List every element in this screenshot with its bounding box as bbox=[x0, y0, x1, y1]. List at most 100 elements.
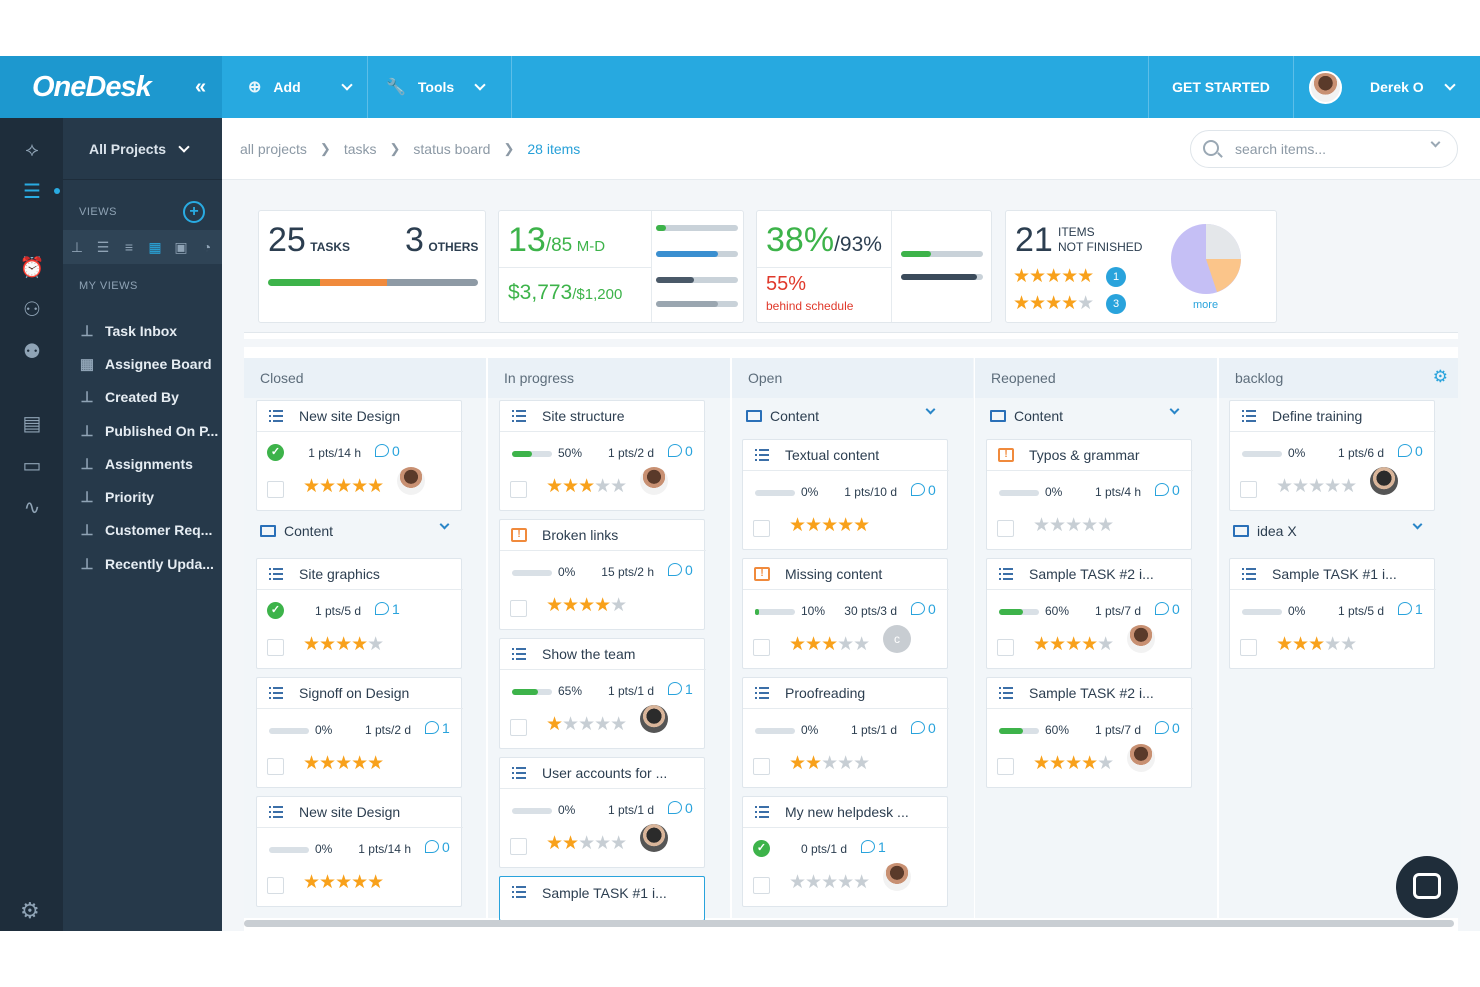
chart-view-icon[interactable]: ◔ bbox=[202, 239, 212, 255]
select-checkbox[interactable] bbox=[753, 639, 770, 656]
issue-card[interactable]: ! Missing content 10% 30 pts/3 d 0 ★★★★★ … bbox=[742, 558, 949, 669]
sidebar-item-customer-requests[interactable]: ⊥ Customer Req... bbox=[63, 514, 222, 547]
task-card[interactable]: User accounts for ... 0% 1 pts/1 d 0 ★★★… bbox=[499, 757, 706, 868]
alarm-clock-icon[interactable]: ⏰ bbox=[19, 257, 45, 279]
select-checkbox[interactable] bbox=[1240, 481, 1257, 498]
comments-count[interactable]: 1 bbox=[1398, 601, 1423, 617]
comments-count[interactable]: 0 bbox=[668, 443, 693, 459]
tasks-list-icon[interactable]: ☰ bbox=[23, 181, 41, 203]
comments-count[interactable]: 1 bbox=[425, 720, 450, 736]
search-input[interactable]: search items... bbox=[1190, 130, 1458, 168]
task-card[interactable]: New site Design ✓ 1 pts/14 h 0 ★★★★★ bbox=[256, 400, 463, 511]
folder-content[interactable]: Content bbox=[986, 398, 1192, 434]
star-rating[interactable]: ★★★★★ bbox=[546, 595, 627, 616]
sidebar-item-priority[interactable]: ⊥ Priority bbox=[63, 480, 222, 513]
select-checkbox[interactable] bbox=[1240, 639, 1257, 656]
user-menu[interactable]: Derek O bbox=[1294, 56, 1480, 118]
tree-view-icon[interactable]: ⊥ bbox=[70, 238, 84, 255]
sidebar-item-published-on[interactable]: ⊥ Published On P... bbox=[63, 414, 222, 447]
comments-count[interactable]: 0 bbox=[425, 839, 450, 855]
select-checkbox[interactable] bbox=[510, 838, 527, 855]
task-card[interactable]: Sample TASK #2 i... 60% 1 pts/7 d 0 ★★★★… bbox=[986, 677, 1193, 788]
board-view-icon[interactable]: ▦ bbox=[148, 238, 162, 255]
star-rating[interactable]: ★★★★★ bbox=[303, 634, 384, 655]
select-checkbox[interactable] bbox=[753, 877, 770, 894]
comments-count[interactable]: 1 bbox=[668, 681, 693, 697]
effort-summary-widget[interactable]: 13/85 M-D $3,773/$1,200 bbox=[498, 210, 744, 323]
tools-menu-button[interactable]: 🔧 Tools bbox=[368, 56, 512, 118]
folder-content[interactable]: Content bbox=[742, 398, 948, 434]
document-icon[interactable]: ▭ bbox=[22, 455, 42, 477]
tickets-icon[interactable]: ⟡ bbox=[25, 139, 39, 161]
customer-icon[interactable]: ⚇ bbox=[23, 299, 41, 321]
select-checkbox[interactable] bbox=[997, 520, 1014, 537]
sidebar-item-created-by[interactable]: ⊥ Created By bbox=[63, 381, 222, 414]
task-card[interactable]: Site structure 50% 1 pts/2 d 0 ★★★★★ bbox=[499, 400, 706, 511]
star-rating[interactable]: ★★★★★ bbox=[303, 476, 384, 497]
star-rating[interactable]: ★★★★★ bbox=[1033, 515, 1114, 536]
select-checkbox[interactable] bbox=[267, 639, 284, 656]
star-rating[interactable]: ★★★★★ bbox=[546, 476, 627, 497]
select-checkbox[interactable] bbox=[510, 600, 527, 617]
select-checkbox[interactable] bbox=[267, 877, 284, 894]
comments-count[interactable]: 1 bbox=[861, 839, 886, 855]
task-card[interactable]: Textual content 0% 1 pts/10 d 0 ★★★★★ bbox=[742, 439, 949, 550]
task-card[interactable]: Define training 0% 1 pts/6 d 0 ★★★★★ bbox=[1229, 400, 1436, 511]
breadcrumb-tasks[interactable]: tasks bbox=[343, 140, 377, 157]
select-checkbox[interactable] bbox=[997, 639, 1014, 656]
gantt-view-icon[interactable]: ≡ bbox=[124, 239, 134, 255]
select-checkbox[interactable] bbox=[997, 758, 1014, 775]
tasks-summary-widget[interactable]: 25 TASKS 3 OTHERS bbox=[258, 210, 486, 323]
task-card-selected[interactable]: Sample TASK #1 i... bbox=[499, 876, 705, 921]
activity-icon[interactable]: ∿ bbox=[23, 497, 41, 519]
settings-gear-icon[interactable]: ⚙ bbox=[20, 898, 40, 923]
comments-count[interactable]: 0 bbox=[1398, 443, 1423, 459]
comments-count[interactable]: 0 bbox=[1155, 482, 1180, 498]
select-checkbox[interactable] bbox=[510, 481, 527, 498]
breadcrumb-all-projects[interactable]: all projects bbox=[240, 140, 307, 157]
calendar-view-icon[interactable]: ▣ bbox=[174, 238, 188, 255]
add-view-button[interactable]: + bbox=[183, 201, 205, 223]
comments-count[interactable]: 0 bbox=[668, 800, 693, 816]
star-rating[interactable]: ★★★★★ bbox=[1276, 634, 1357, 655]
comments-count[interactable]: 0 bbox=[375, 443, 400, 459]
breadcrumb-status-board[interactable]: status board bbox=[413, 140, 491, 157]
select-checkbox[interactable] bbox=[753, 758, 770, 775]
comments-count[interactable]: 0 bbox=[1155, 720, 1180, 736]
star-rating[interactable]: ★★★★★ bbox=[789, 515, 870, 536]
comments-count[interactable]: 0 bbox=[668, 562, 693, 578]
horizontal-scrollbar[interactable] bbox=[244, 920, 1454, 927]
sidebar-item-assignments[interactable]: ⊥ Assignments bbox=[63, 447, 222, 480]
get-started-button[interactable]: GET STARTED bbox=[1148, 56, 1294, 118]
task-card[interactable]: Proofreading 0% 1 pts/1 d 0 ★★★★★ bbox=[742, 677, 949, 788]
logo[interactable]: OneDesk bbox=[0, 56, 222, 118]
comments-count[interactable]: 0 bbox=[1155, 601, 1180, 617]
star-rating[interactable]: ★★★★★ bbox=[789, 872, 870, 893]
comments-count[interactable]: 1 bbox=[375, 601, 400, 617]
task-card[interactable]: Sample TASK #1 i... 0% 1 pts/5 d 1 ★★★★★ bbox=[1229, 558, 1436, 669]
star-rating[interactable]: ★★★★★ bbox=[303, 753, 384, 774]
task-card[interactable]: Show the team 65% 1 pts/1 d 1 ★★★★★ bbox=[499, 638, 706, 749]
column-settings-gear-icon[interactable]: ⚙ bbox=[1432, 367, 1448, 386]
star-rating[interactable]: ★★★★★ bbox=[303, 872, 384, 893]
comments-count[interactable]: 0 bbox=[911, 482, 936, 498]
select-checkbox[interactable] bbox=[267, 758, 284, 775]
select-checkbox[interactable] bbox=[753, 520, 770, 537]
folder-idea-x[interactable]: idea X bbox=[1229, 513, 1435, 549]
issue-card[interactable]: ! Typos & grammar 0% 1 pts/4 h 0 ★★★★★ bbox=[986, 439, 1193, 550]
presentation-icon[interactable]: ▤ bbox=[22, 413, 42, 435]
sidebar-item-assignee-board[interactable]: ▦ Assignee Board bbox=[63, 347, 222, 380]
progress-summary-widget[interactable]: 38%/93% 55% behind schedule bbox=[756, 210, 992, 323]
sidebar-item-task-inbox[interactable]: ⊥ Task Inbox bbox=[63, 314, 222, 347]
project-selector[interactable]: All Projects bbox=[63, 118, 222, 180]
star-rating[interactable]: ★★★★★ bbox=[789, 634, 870, 655]
list-view-icon[interactable]: ☰ bbox=[96, 238, 110, 255]
task-card[interactable]: Site graphics ✓ 1 pts/5 d 1 ★★★★★ bbox=[256, 558, 463, 669]
task-card[interactable]: My new helpdesk ... ✓ 0 pts/1 d 1 ★★★★★ bbox=[742, 796, 949, 907]
task-card[interactable]: Sample TASK #2 i... 60% 1 pts/7 d 0 ★★★★… bbox=[986, 558, 1193, 669]
star-rating[interactable]: ★★★★★ bbox=[789, 753, 870, 774]
star-rating[interactable]: ★★★★★ bbox=[1033, 634, 1114, 655]
select-checkbox[interactable] bbox=[510, 719, 527, 736]
collapse-sidebar-button[interactable]: « bbox=[195, 76, 207, 98]
star-rating[interactable]: ★★★★★ bbox=[546, 714, 627, 735]
